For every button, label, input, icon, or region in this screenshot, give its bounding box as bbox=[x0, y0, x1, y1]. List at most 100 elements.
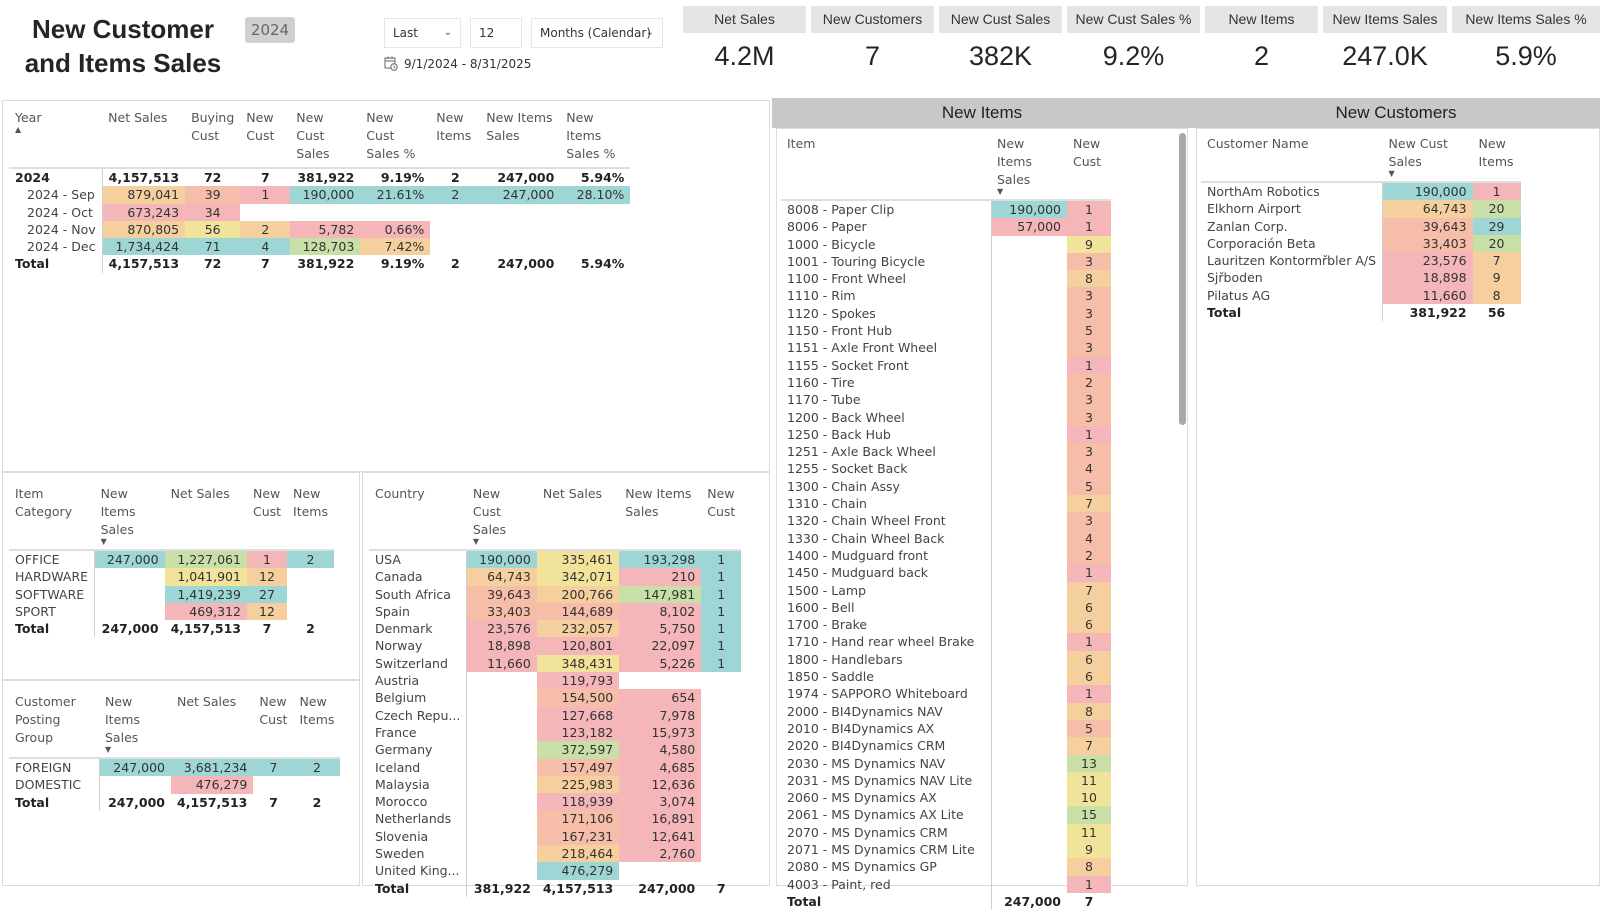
total-row[interactable]: Total 4,157,513 72 7 381,922 9.19% 2 247,000 5.9… bbox=[9, 255, 630, 273]
table-row[interactable]: 2024 - Nov 870,805 56 2 5,782 0.66% bbox=[9, 220, 630, 239]
table-row[interactable]: 1155 - Socket Front 1 bbox=[781, 356, 1111, 374]
table-row[interactable]: 2030 - MS Dynamics NAV 13 bbox=[781, 754, 1111, 772]
table-row[interactable]: Slovenia 167,231 12,641 bbox=[369, 827, 741, 846]
table-row[interactable]: 8008 - Paper Clip 190,000 1 bbox=[781, 200, 1111, 219]
table-row[interactable]: NorthAm Robotics 190,000 1 bbox=[1201, 182, 1521, 201]
table-row[interactable]: 1255 - Socket Back 4 bbox=[781, 460, 1111, 478]
column-header[interactable]: New Cust Sales ▼ bbox=[1382, 131, 1473, 183]
table-row[interactable]: 2024 - Oct 673,243 34 bbox=[9, 203, 630, 221]
table-row[interactable]: 1150 - Front Hub 5 bbox=[781, 322, 1111, 340]
column-header[interactable]: New Items Sales bbox=[619, 481, 702, 551]
table-row[interactable]: Pilatus AG 11,660 8 bbox=[1201, 286, 1521, 305]
column-header[interactable]: New Items Sales % bbox=[560, 105, 631, 169]
table-row[interactable]: DOMESTIC 476,279 bbox=[9, 776, 340, 794]
table-row[interactable]: 2061 - MS Dynamics AX Lite 15 bbox=[781, 806, 1111, 824]
column-header[interactable]: New Cust bbox=[240, 105, 291, 169]
table-row[interactable]: FOREIGN 247,000 3,681,234 7 2 bbox=[9, 758, 341, 777]
table-row[interactable]: 1160 - Tire 2 bbox=[781, 373, 1111, 392]
table-row[interactable]: Denmark 23,576 232,057 5,750 1 bbox=[369, 620, 742, 638]
table-row[interactable]: Malaysia 225,983 12,636 bbox=[369, 775, 741, 794]
column-header[interactable]: Country bbox=[369, 481, 467, 551]
table-row[interactable]: 2060 - MS Dynamics AX 10 bbox=[781, 789, 1111, 807]
column-header[interactable]: Net Sales bbox=[164, 481, 247, 551]
table-row[interactable]: HARDWARE 1,041,901 12 bbox=[9, 568, 334, 586]
column-header[interactable]: New Items bbox=[287, 481, 334, 551]
table-row[interactable]: Lauritzen Kontormřbler A/S 23,576 7 bbox=[1201, 252, 1521, 270]
total-row[interactable]: Total 247,000 7 bbox=[781, 892, 1111, 911]
column-header[interactable]: Year ▲ bbox=[9, 105, 103, 169]
column-header[interactable]: Item Category bbox=[9, 481, 95, 551]
column-header[interactable]: New Cust Sales % bbox=[360, 105, 431, 169]
column-header[interactable]: New Cust Sales ▼ bbox=[466, 481, 537, 551]
table-row[interactable]: South Africa 39,643 200,766 147,981 1 bbox=[369, 585, 742, 603]
table-row[interactable]: Switzerland 11,660 348,431 5,226 1 bbox=[369, 654, 742, 673]
table-row[interactable]: 1151 - Axle Front Wheel 3 bbox=[781, 339, 1111, 357]
table-row[interactable]: United King... 476,279 bbox=[369, 862, 741, 880]
column-header[interactable]: New Items Sales ▼ bbox=[991, 131, 1067, 201]
table-row[interactable]: 1000 - Bicycle 9 bbox=[781, 235, 1111, 253]
table-row[interactable]: France 123,182 15,973 bbox=[369, 723, 741, 742]
table-row[interactable]: Norway 18,898 120,801 22,097 1 bbox=[369, 637, 742, 655]
column-header[interactable]: New Cust bbox=[701, 481, 742, 551]
table-row[interactable]: 2024 - Sep 879,041 39 1 190,000 21.61% 2 247,00… bbox=[9, 186, 631, 204]
table-row[interactable]: OFFICE 247,000 1,227,061 1 2 bbox=[9, 550, 334, 569]
column-header[interactable]: Item bbox=[781, 131, 991, 201]
table-row[interactable]: 1310 - Chain 7 bbox=[781, 495, 1111, 513]
table-row[interactable]: Sjřboden 18,898 9 bbox=[1201, 269, 1521, 287]
table-row[interactable]: 1320 - Chain Wheel Front 3 bbox=[781, 512, 1111, 530]
table-row[interactable]: 2024 4,157,513 72 7 381,922 9.19% 2 247,000 5.94… bbox=[9, 168, 630, 187]
table-row[interactable]: 1600 - Bell 6 bbox=[781, 598, 1111, 617]
column-header[interactable]: Net Sales bbox=[102, 105, 186, 169]
table-row[interactable]: 1110 - Rim 3 bbox=[781, 287, 1111, 305]
table-row[interactable]: 1250 - Back Hub 1 bbox=[781, 425, 1111, 444]
scrollbar[interactable] bbox=[1179, 133, 1186, 425]
column-header[interactable]: New Cust bbox=[1067, 131, 1111, 201]
table-row[interactable]: 1974 - SAPPORO Whiteboard 1 bbox=[781, 685, 1111, 703]
column-header[interactable]: Net Sales bbox=[536, 481, 620, 551]
table-row[interactable]: 1200 - Back Wheel 3 bbox=[781, 408, 1111, 426]
table-row[interactable]: USA 190,000 335,461 193,298 1 bbox=[369, 550, 742, 569]
total-row[interactable]: Total 381,922 56 bbox=[1201, 304, 1521, 322]
column-header[interactable]: New Items Sales bbox=[480, 105, 561, 169]
column-header[interactable]: New Cust Sales bbox=[290, 105, 361, 169]
table-row[interactable]: SOFTWARE 1,419,239 27 bbox=[9, 585, 334, 603]
table-row[interactable]: 2071 - MS Dynamics CRM Lite 9 bbox=[781, 840, 1111, 859]
column-header[interactable]: New Items bbox=[430, 105, 481, 169]
table-row[interactable]: Elkhorn Airport 64,743 20 bbox=[1201, 200, 1521, 218]
table-row[interactable]: 2020 - BI4Dynamics CRM 7 bbox=[781, 737, 1111, 755]
column-header[interactable]: New Cust bbox=[246, 481, 288, 551]
column-header[interactable]: Customer Name bbox=[1201, 131, 1383, 183]
table-row[interactable]: 1450 - Mudguard back 1 bbox=[781, 564, 1111, 582]
table-row[interactable]: 8006 - Paper 57,000 1 bbox=[781, 218, 1111, 236]
column-header[interactable]: Buying Cust bbox=[185, 105, 241, 169]
table-row[interactable]: 2031 - MS Dynamics NAV Lite 11 bbox=[781, 771, 1111, 790]
column-header[interactable]: Customer Posting Group bbox=[9, 689, 99, 759]
year-badge[interactable]: 2024 bbox=[245, 17, 295, 43]
period-unit-dropdown[interactable]: Months (Calendar) ⌄ bbox=[531, 18, 663, 48]
table-row[interactable]: 1700 - Brake 6 bbox=[781, 616, 1111, 634]
table-row[interactable]: 1251 - Axle Back Wheel 3 bbox=[781, 443, 1111, 461]
table-row[interactable]: 1120 - Spokes 3 bbox=[781, 304, 1111, 323]
column-header[interactable]: Net Sales bbox=[171, 689, 254, 759]
period-mode-dropdown[interactable]: Last ⌄ bbox=[384, 18, 461, 48]
table-row[interactable]: 2000 - BI4Dynamics NAV 8 bbox=[781, 702, 1111, 720]
total-row[interactable]: Total 247,000 4,157,513 7 2 bbox=[9, 620, 334, 638]
table-row[interactable]: 2010 - BI4Dynamics AX 5 bbox=[781, 719, 1111, 738]
column-header[interactable]: New Items bbox=[1472, 131, 1521, 183]
column-header[interactable]: New Items Sales ▼ bbox=[94, 481, 165, 551]
table-row[interactable]: Spain 33,403 144,689 8,102 1 bbox=[369, 602, 742, 621]
column-header[interactable]: New Items Sales ▼ bbox=[99, 689, 171, 759]
table-row[interactable]: 1170 - Tube 3 bbox=[781, 391, 1111, 409]
table-row[interactable]: 2024 - Dec 1,734,424 71 4 128,703 7.42% bbox=[9, 238, 630, 256]
table-row[interactable]: 1500 - Lamp 7 bbox=[781, 581, 1111, 599]
period-count-input[interactable]: 12 bbox=[470, 18, 522, 48]
table-row[interactable]: SPORT 469,312 12 bbox=[9, 602, 334, 621]
table-row[interactable]: Iceland 157,497 4,685 bbox=[369, 758, 741, 776]
table-row[interactable]: 1300 - Chain Assy 5 bbox=[781, 477, 1111, 496]
total-row[interactable]: Total 247,000 4,157,513 7 2 bbox=[9, 793, 340, 811]
table-row[interactable]: Belgium 154,500 654 bbox=[369, 689, 741, 707]
column-header[interactable]: New Cust bbox=[253, 689, 294, 759]
table-row[interactable]: Canada 64,743 342,071 210 1 bbox=[369, 568, 742, 586]
table-row[interactable]: 4003 - Paint, red 1 bbox=[781, 875, 1111, 893]
table-row[interactable]: 1850 - Saddle 6 bbox=[781, 668, 1111, 686]
